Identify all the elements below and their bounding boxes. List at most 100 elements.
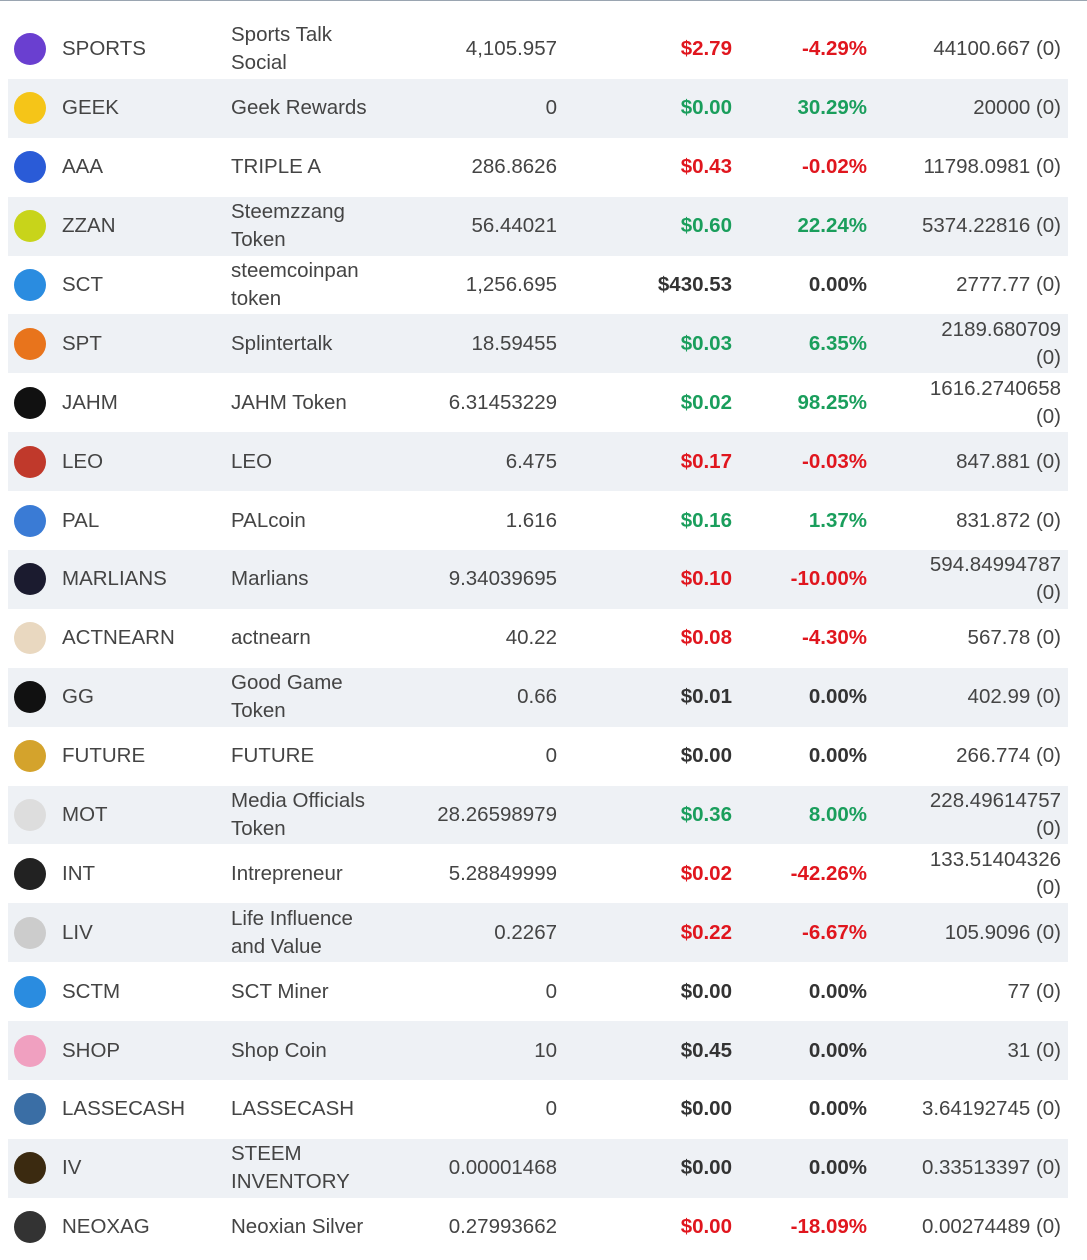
icon-shape [14,563,46,596]
token-stake: 567.78 (0) [967,626,1061,650]
token-symbol: SCTM [62,979,121,1003]
token-name: Good Game Token [231,671,343,723]
token-icon [14,1093,46,1126]
token-change: -10.00% [790,567,867,591]
icon-shape [14,269,46,301]
token-stake: 831.872 (0) [956,508,1061,532]
token-row[interactable]: LIV Life Influence and Value 0.2267 $0.22 -6… [8,903,1068,963]
token-stake: 2777.77 (0) [956,273,1061,296]
icon-shape [14,1093,46,1126]
token-price: $0.02 [680,390,732,414]
token-row[interactable]: SHOP Shop Coin 10 $0.45 0.00% 31 (0) [8,1021,1068,1081]
token-row[interactable]: SCT steemcoinpan token 1,256.695 $430.53 0.0… [8,256,1068,315]
token-balance: 4,105.957 [465,37,557,61]
icon-shape [14,33,46,66]
icon-shape [14,151,46,184]
token-row[interactable]: ZZAN Steemzzang Token 56.44021 $0.60 22.24% 5… [8,196,1068,256]
token-row[interactable]: FUTURE FUTURE 0 $0.00 0.00% 266.774 (0) [8,727,1068,786]
token-row[interactable]: MOT Media Officials Token 28.26598979 $0.36… [8,785,1068,845]
token-balance: 0.66 [517,685,557,709]
token-change: 0.00% [808,1038,867,1062]
token-row[interactable]: SPORTS Sports Talk Social 4,105.957 $2.79 -4… [8,20,1068,79]
token-stake: 31 (0) [1007,1038,1061,1062]
token-name: LEO [231,449,273,473]
token-symbol: SCT [62,273,103,296]
token-name: steemcoinpan token [231,259,359,310]
token-change: -4.30% [802,626,867,650]
token-row[interactable]: SCTM SCT Miner 0 $0.00 0.00% 77 (0) [8,962,1068,1021]
token-name: TRIPLE A [231,155,322,179]
token-symbol: NEOXAG [62,1215,150,1239]
token-price: $0.00 [680,1097,732,1121]
token-icon [14,857,46,890]
icon-shape [14,857,46,890]
token-row[interactable]: ACTNEARN actnearn 40.22 $0.08 -4.30% 567.78 (… [8,609,1068,668]
icon-shape [14,1034,46,1067]
token-change: -42.26% [790,861,867,885]
token-row[interactable]: AAA TRIPLE A 286.8626 $0.43 -0.02% 11798.0981… [8,138,1068,197]
token-stake: 44100.667 (0) [933,37,1061,61]
token-name: Splintertalk [231,331,333,355]
token-symbol: IV [62,1156,82,1180]
token-balance: 5.28849999 [448,861,557,885]
token-row[interactable]: NEOXAG Neoxian Silver 0.27993662 $0.00 -18.0… [8,1198,1068,1257]
token-stake: 77 (0) [1007,979,1061,1003]
token-change: 0.00% [808,979,867,1003]
token-row[interactable]: LEO LEO 6.475 $0.17 -0.03% 847.881 (0) [8,432,1068,492]
token-row[interactable]: JAHM JAHM Token 6.31453229 $0.02 98.25% 1616.… [8,373,1068,432]
token-row[interactable]: IV STEEM INVENTORY 0.00001468 $0.00 0.00% 0.3… [8,1138,1068,1198]
token-name: FUTURE [231,744,315,768]
token-name: Intrepreneur [231,861,343,885]
token-balance: 18.59455 [471,331,557,355]
token-balance: 0 [545,979,557,1003]
icon-shape [14,799,46,832]
token-row[interactable]: PAL PALcoin 1.616 $0.16 1.37% 831.872 (0) [8,491,1068,550]
token-balance: 0 [545,96,557,120]
token-name: Steemzzang Token [231,200,345,252]
token-name: Media Officials Token [231,789,366,841]
token-change: 0.00% [808,1156,867,1180]
token-row[interactable]: MARLIANS Marlians 9.34039695 $0.10 -10.00% 59… [8,550,1068,609]
token-row[interactable]: LASSECASH LASSECASH 0 $0.00 0.00% 3.64192745 … [8,1080,1068,1139]
token-symbol: SPT [62,331,102,355]
token-balance: 56.44021 [471,214,557,238]
token-stake: 594.84994787 (0) [929,553,1061,605]
token-icon [14,622,46,655]
icon-shape [14,92,46,125]
token-balance: 9.34039695 [448,567,557,591]
token-change: -18.09% [790,1215,867,1239]
token-name: JAHM Token [231,390,347,414]
token-price: $0.02 [680,861,732,885]
token-name: Marlians [231,567,309,591]
token-price: $2.79 [680,37,732,61]
token-change: -0.03% [802,449,867,473]
token-row[interactable]: GG Good Game Token 0.66 $0.01 0.00% 402.99 (0… [8,667,1068,727]
token-change: -0.02% [802,155,867,179]
icon-shape [14,445,46,478]
token-stake: 847.881 (0) [956,449,1061,473]
token-stake: 228.49614757 (0) [929,789,1061,841]
token-stake: 3.64192745 (0) [921,1097,1061,1121]
token-change: 6.35% [808,331,867,355]
token-row[interactable]: SPT Splintertalk 18.59455 $0.03 6.35% 2189.68… [8,314,1068,374]
icon-shape [14,1211,46,1244]
token-icon [14,740,46,773]
token-icon [14,269,46,301]
token-balance: 10 [534,1038,557,1062]
icon-shape [14,975,46,1008]
icon-shape [14,327,46,360]
token-balance: 0 [545,1097,557,1121]
token-price: $0.00 [680,979,732,1003]
token-price: $0.00 [680,744,732,768]
icon-shape [14,622,46,655]
token-row[interactable]: INT Intrepreneur 5.28849999 $0.02 -42.26% 133… [8,844,1068,903]
token-stake: 0.00274489 (0) [921,1215,1061,1239]
token-symbol: MARLIANS [62,567,167,591]
token-balance: 0.27993662 [448,1215,557,1239]
token-row[interactable]: GEEK Geek Rewards 0 $0.00 30.29% 20000 (0) [8,78,1068,138]
token-stake: 1616.2740658 (0) [929,376,1061,428]
token-symbol: GG [62,685,94,709]
token-icon [14,504,46,537]
token-balance: 0 [545,744,557,768]
